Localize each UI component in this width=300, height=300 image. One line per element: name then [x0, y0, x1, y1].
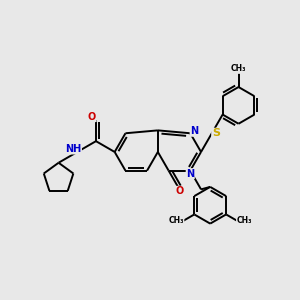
Text: CH₃: CH₃ [231, 64, 246, 74]
Text: CH₃: CH₃ [169, 216, 184, 225]
Text: N: N [186, 169, 194, 178]
Text: N: N [190, 126, 198, 136]
Text: O: O [88, 112, 96, 122]
Text: O: O [175, 186, 184, 196]
Text: CH₃: CH₃ [236, 216, 252, 225]
Text: S: S [212, 128, 220, 138]
Text: NH: NH [65, 144, 82, 154]
